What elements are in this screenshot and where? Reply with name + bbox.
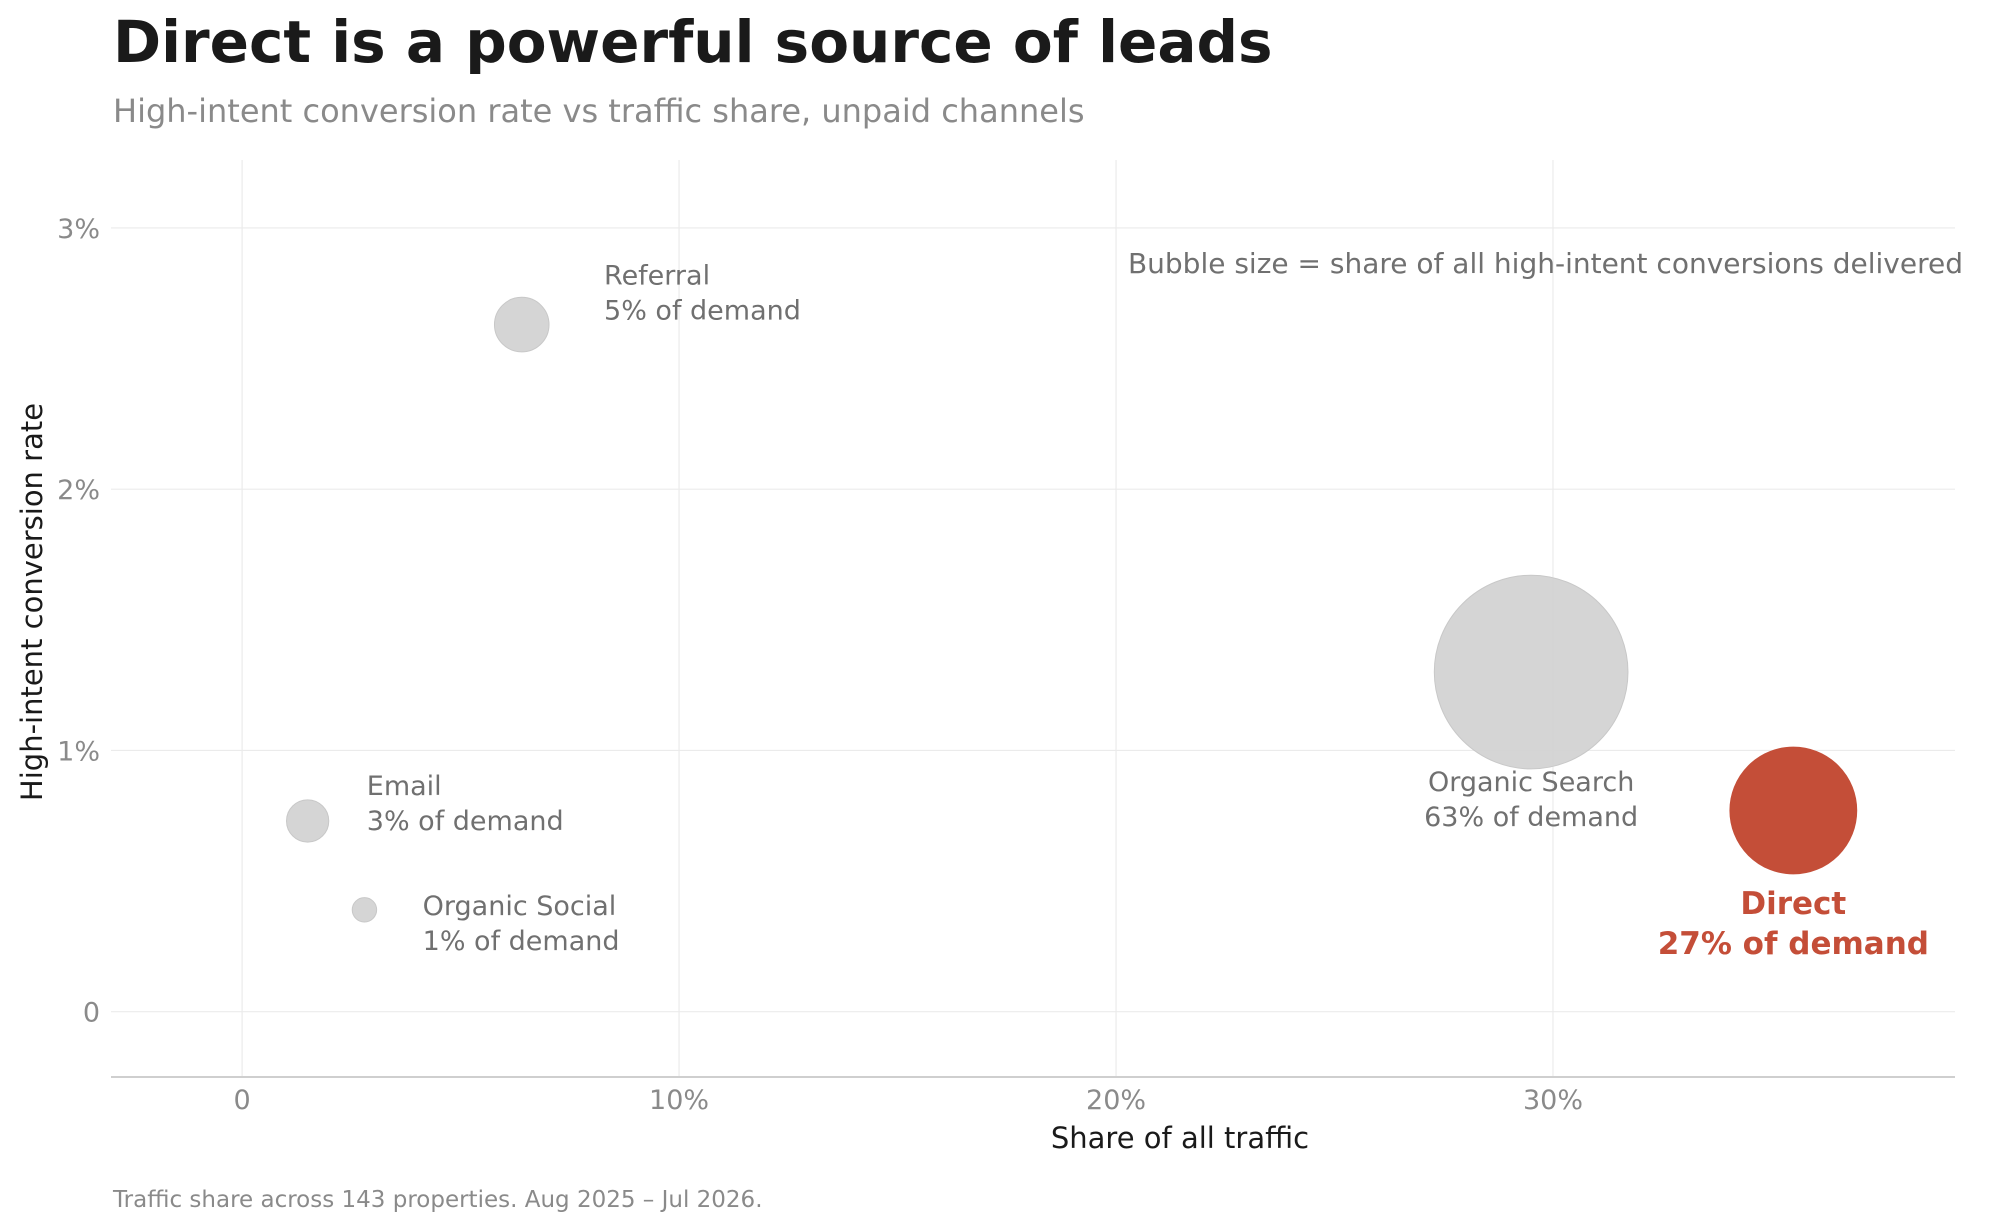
x-tick-label: 10% — [649, 1085, 709, 1116]
label-demand-email: 3% of demand — [367, 806, 564, 837]
label-name-organic-social: Organic Social — [423, 891, 617, 922]
chart-title: Direct is a powerful source of leads — [113, 8, 1273, 76]
bubble-email — [286, 799, 330, 843]
label-demand-organic-social: 1% of demand — [423, 926, 620, 957]
x-tick-label: 30% — [1523, 1085, 1583, 1116]
label-name-organic-search: Organic Search — [1428, 767, 1634, 798]
x-tick-label: 0 — [233, 1085, 250, 1116]
label-name-referral: Referral — [604, 261, 710, 292]
bubble-labels: Referral 5% of demand Email 3% of demand Org… — [367, 261, 1929, 962]
x-tick-label: 20% — [1086, 1085, 1146, 1116]
y-tick-label: 0 — [83, 998, 100, 1029]
bubble-organic-search — [1433, 574, 1629, 770]
axes: 0 10% 20% 30% 0 1% 2% 3% — [57, 214, 1955, 1116]
label-demand-direct: 27% of demand — [1658, 926, 1929, 962]
source-caption: Traffic share across 143 properties. Aug… — [113, 1187, 763, 1213]
x-axis-title: Share of all traffic — [1051, 1121, 1309, 1155]
y-tick-label: 1% — [57, 736, 100, 767]
chart-subtitle: High-intent conversion rate vs traffic s… — [113, 92, 1085, 130]
grid — [111, 160, 1955, 1077]
bubble-size-note: Bubble size = share of all high-intent c… — [1128, 247, 1963, 280]
y-tick-label: 3% — [57, 214, 100, 245]
label-name-direct: Direct — [1740, 886, 1846, 922]
label-demand-referral: 5% of demand — [604, 296, 801, 327]
bubbles — [286, 296, 1858, 923]
label-name-email: Email — [367, 771, 442, 802]
bubble-organic-social — [351, 897, 378, 923]
y-tick-label: 2% — [57, 475, 100, 506]
bubble-referral — [493, 296, 550, 353]
label-demand-organic-search: 63% of demand — [1424, 802, 1638, 833]
bubble-direct — [1729, 746, 1858, 875]
y-axis-title: High-intent conversion rate — [15, 403, 49, 801]
